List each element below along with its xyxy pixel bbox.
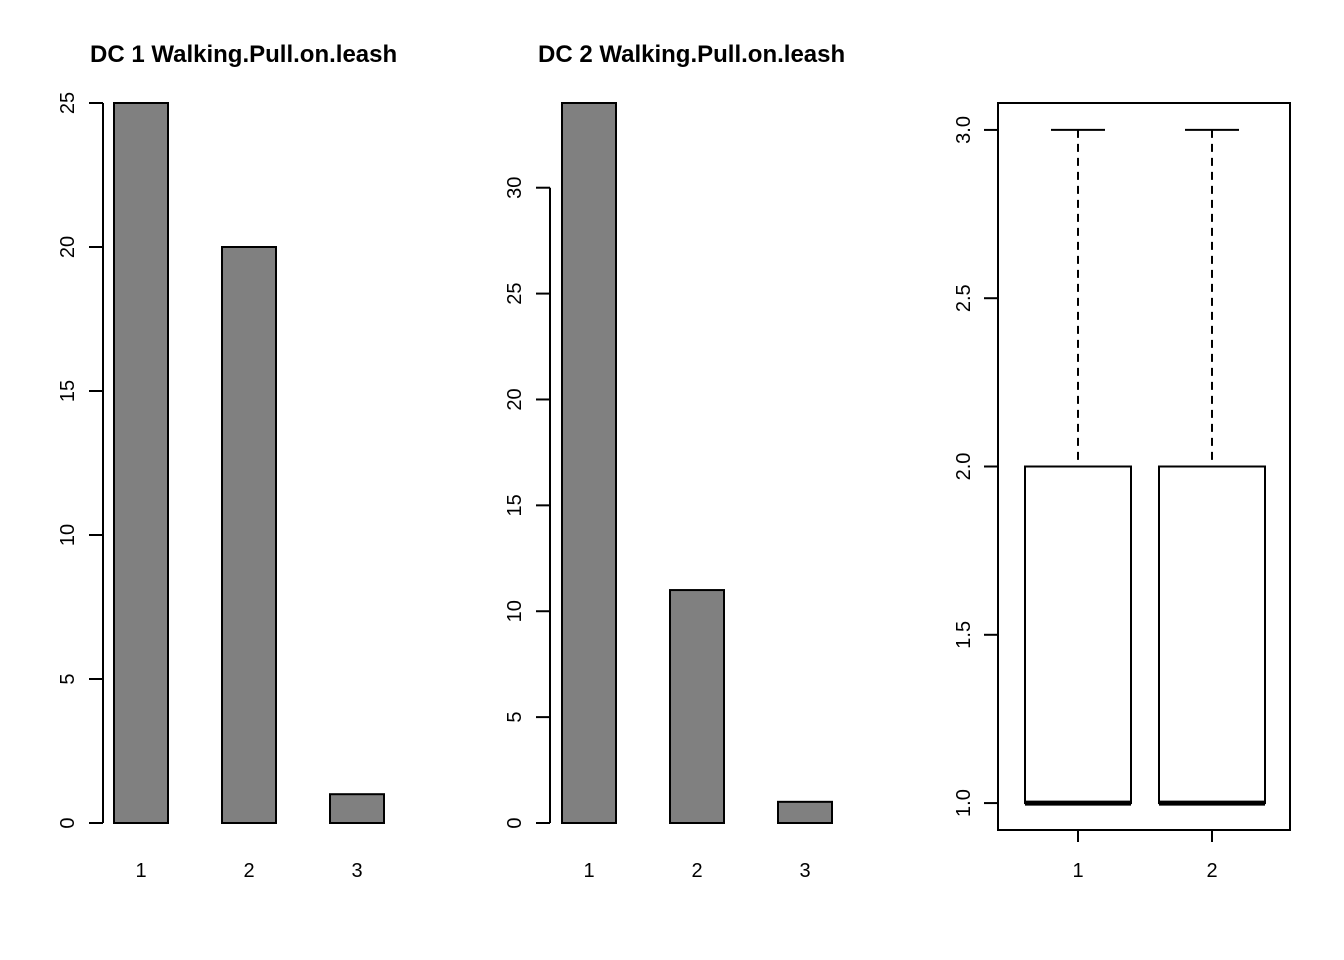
boxes — [1024, 128, 1266, 806]
x-tick-label-3: 3 — [351, 860, 362, 882]
y-tick-label-20: 20 — [57, 236, 79, 258]
x-axis-labels-dc2: 1 2 3 — [583, 860, 810, 882]
y-axis-dc2: 0 5 10 15 20 25 30 — [504, 177, 551, 829]
bar-1 — [561, 102, 617, 824]
y-tick-label-10: 10 — [57, 524, 79, 546]
y-tick-label-10: 10 — [504, 600, 526, 622]
x-tick-label-1: 1 — [135, 860, 146, 882]
chart-title-dc1: DC 1 Walking.Pull.on.leash — [90, 41, 397, 68]
x-tick-label-2: 2 — [691, 860, 702, 882]
y-tick-label-30: 30 — [504, 177, 526, 199]
bar-3 — [329, 793, 385, 825]
y-tick-label-20: 20 — [504, 388, 526, 410]
y-tick-label-25: 25 — [57, 92, 79, 114]
y-tick-label-1.5: 1.5 — [953, 621, 975, 649]
y-tick-label-3.0: 3.0 — [953, 116, 975, 144]
y-tick-label-0: 0 — [57, 817, 79, 828]
y-tick-label-2.5: 2.5 — [953, 284, 975, 312]
x-tick-label-2: 2 — [1206, 860, 1217, 882]
y-tick-label-0: 0 — [504, 817, 526, 828]
bar-1 — [113, 102, 169, 824]
bars-dc1 — [113, 102, 385, 825]
x-tick-label-1: 1 — [1072, 860, 1083, 882]
bars-dc2 — [561, 102, 833, 825]
y-tick-label-15: 15 — [504, 494, 526, 516]
box-1 — [1024, 128, 1132, 806]
y-tick-label-15: 15 — [57, 380, 79, 402]
x-tick-label-1: 1 — [583, 860, 594, 882]
x-tick-label-3: 3 — [799, 860, 810, 882]
y-tick-label-5: 5 — [504, 712, 526, 723]
box-body — [1024, 465, 1132, 805]
y-axis-dc1: 0 5 10 15 20 25 — [57, 92, 104, 829]
box-2 — [1158, 128, 1266, 806]
y-tick-label-25: 25 — [504, 282, 526, 304]
bar-2 — [221, 246, 277, 824]
x-axis-labels-dc1: 1 2 3 — [135, 860, 362, 882]
y-axis-boxplot: 1.0 1.5 2.0 2.5 3.0 — [953, 116, 998, 817]
bar-3 — [777, 800, 833, 825]
panel-dc2-barplot: DC 2 Walking.Pull.on.leash 051015202530 … — [504, 41, 845, 882]
y-tick-label-5: 5 — [57, 673, 79, 684]
chart-title-dc2: DC 2 Walking.Pull.on.leash — [538, 41, 845, 68]
y-tick-label-1.0: 1.0 — [953, 789, 975, 817]
panel-dc1-barplot: DC 1 Walking.Pull.on.leash 0 5 10 15 20 25 1 2… — [57, 41, 397, 882]
bar-2 — [669, 589, 725, 825]
y-tick-label-2.0: 2.0 — [953, 453, 975, 481]
x-tick-label-2: 2 — [243, 860, 254, 882]
box-body — [1158, 465, 1266, 805]
